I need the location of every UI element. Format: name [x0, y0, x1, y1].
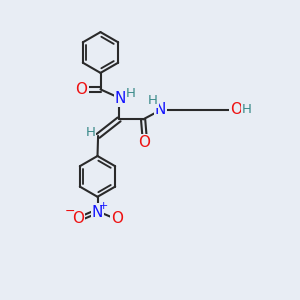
Text: O: O: [139, 135, 151, 150]
Text: +: +: [99, 201, 108, 211]
Text: H: H: [85, 126, 95, 139]
Text: O: O: [72, 211, 84, 226]
Text: N: N: [115, 91, 126, 106]
Text: H: H: [148, 94, 158, 107]
Text: O: O: [75, 82, 87, 97]
Text: N: N: [92, 205, 103, 220]
Text: O: O: [230, 102, 242, 117]
Text: −: −: [65, 205, 75, 218]
Text: O: O: [111, 211, 123, 226]
Text: N: N: [155, 102, 166, 117]
Text: H: H: [126, 87, 135, 101]
Text: H: H: [242, 103, 251, 116]
